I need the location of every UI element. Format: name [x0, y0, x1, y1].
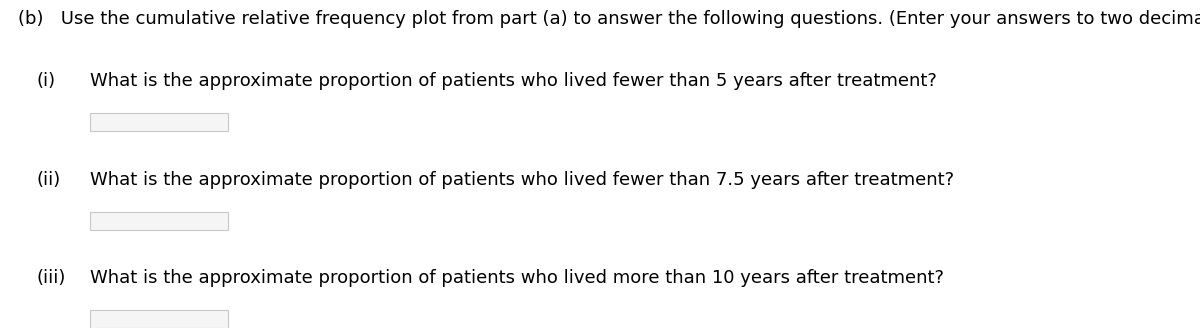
Text: (i): (i)	[36, 72, 55, 90]
Text: (iii): (iii)	[36, 269, 65, 287]
FancyBboxPatch shape	[90, 212, 228, 230]
Text: What is the approximate proportion of patients who lived fewer than 7.5 years af: What is the approximate proportion of pa…	[90, 171, 954, 189]
Text: What is the approximate proportion of patients who lived more than 10 years afte: What is the approximate proportion of pa…	[90, 269, 944, 287]
FancyBboxPatch shape	[90, 310, 228, 328]
Text: What is the approximate proportion of patients who lived fewer than 5 years afte: What is the approximate proportion of pa…	[90, 72, 937, 90]
Text: (ii): (ii)	[36, 171, 60, 189]
FancyBboxPatch shape	[90, 113, 228, 131]
Text: (b)   Use the cumulative relative frequency plot from part (a) to answer the fol: (b) Use the cumulative relative frequenc…	[18, 10, 1200, 28]
